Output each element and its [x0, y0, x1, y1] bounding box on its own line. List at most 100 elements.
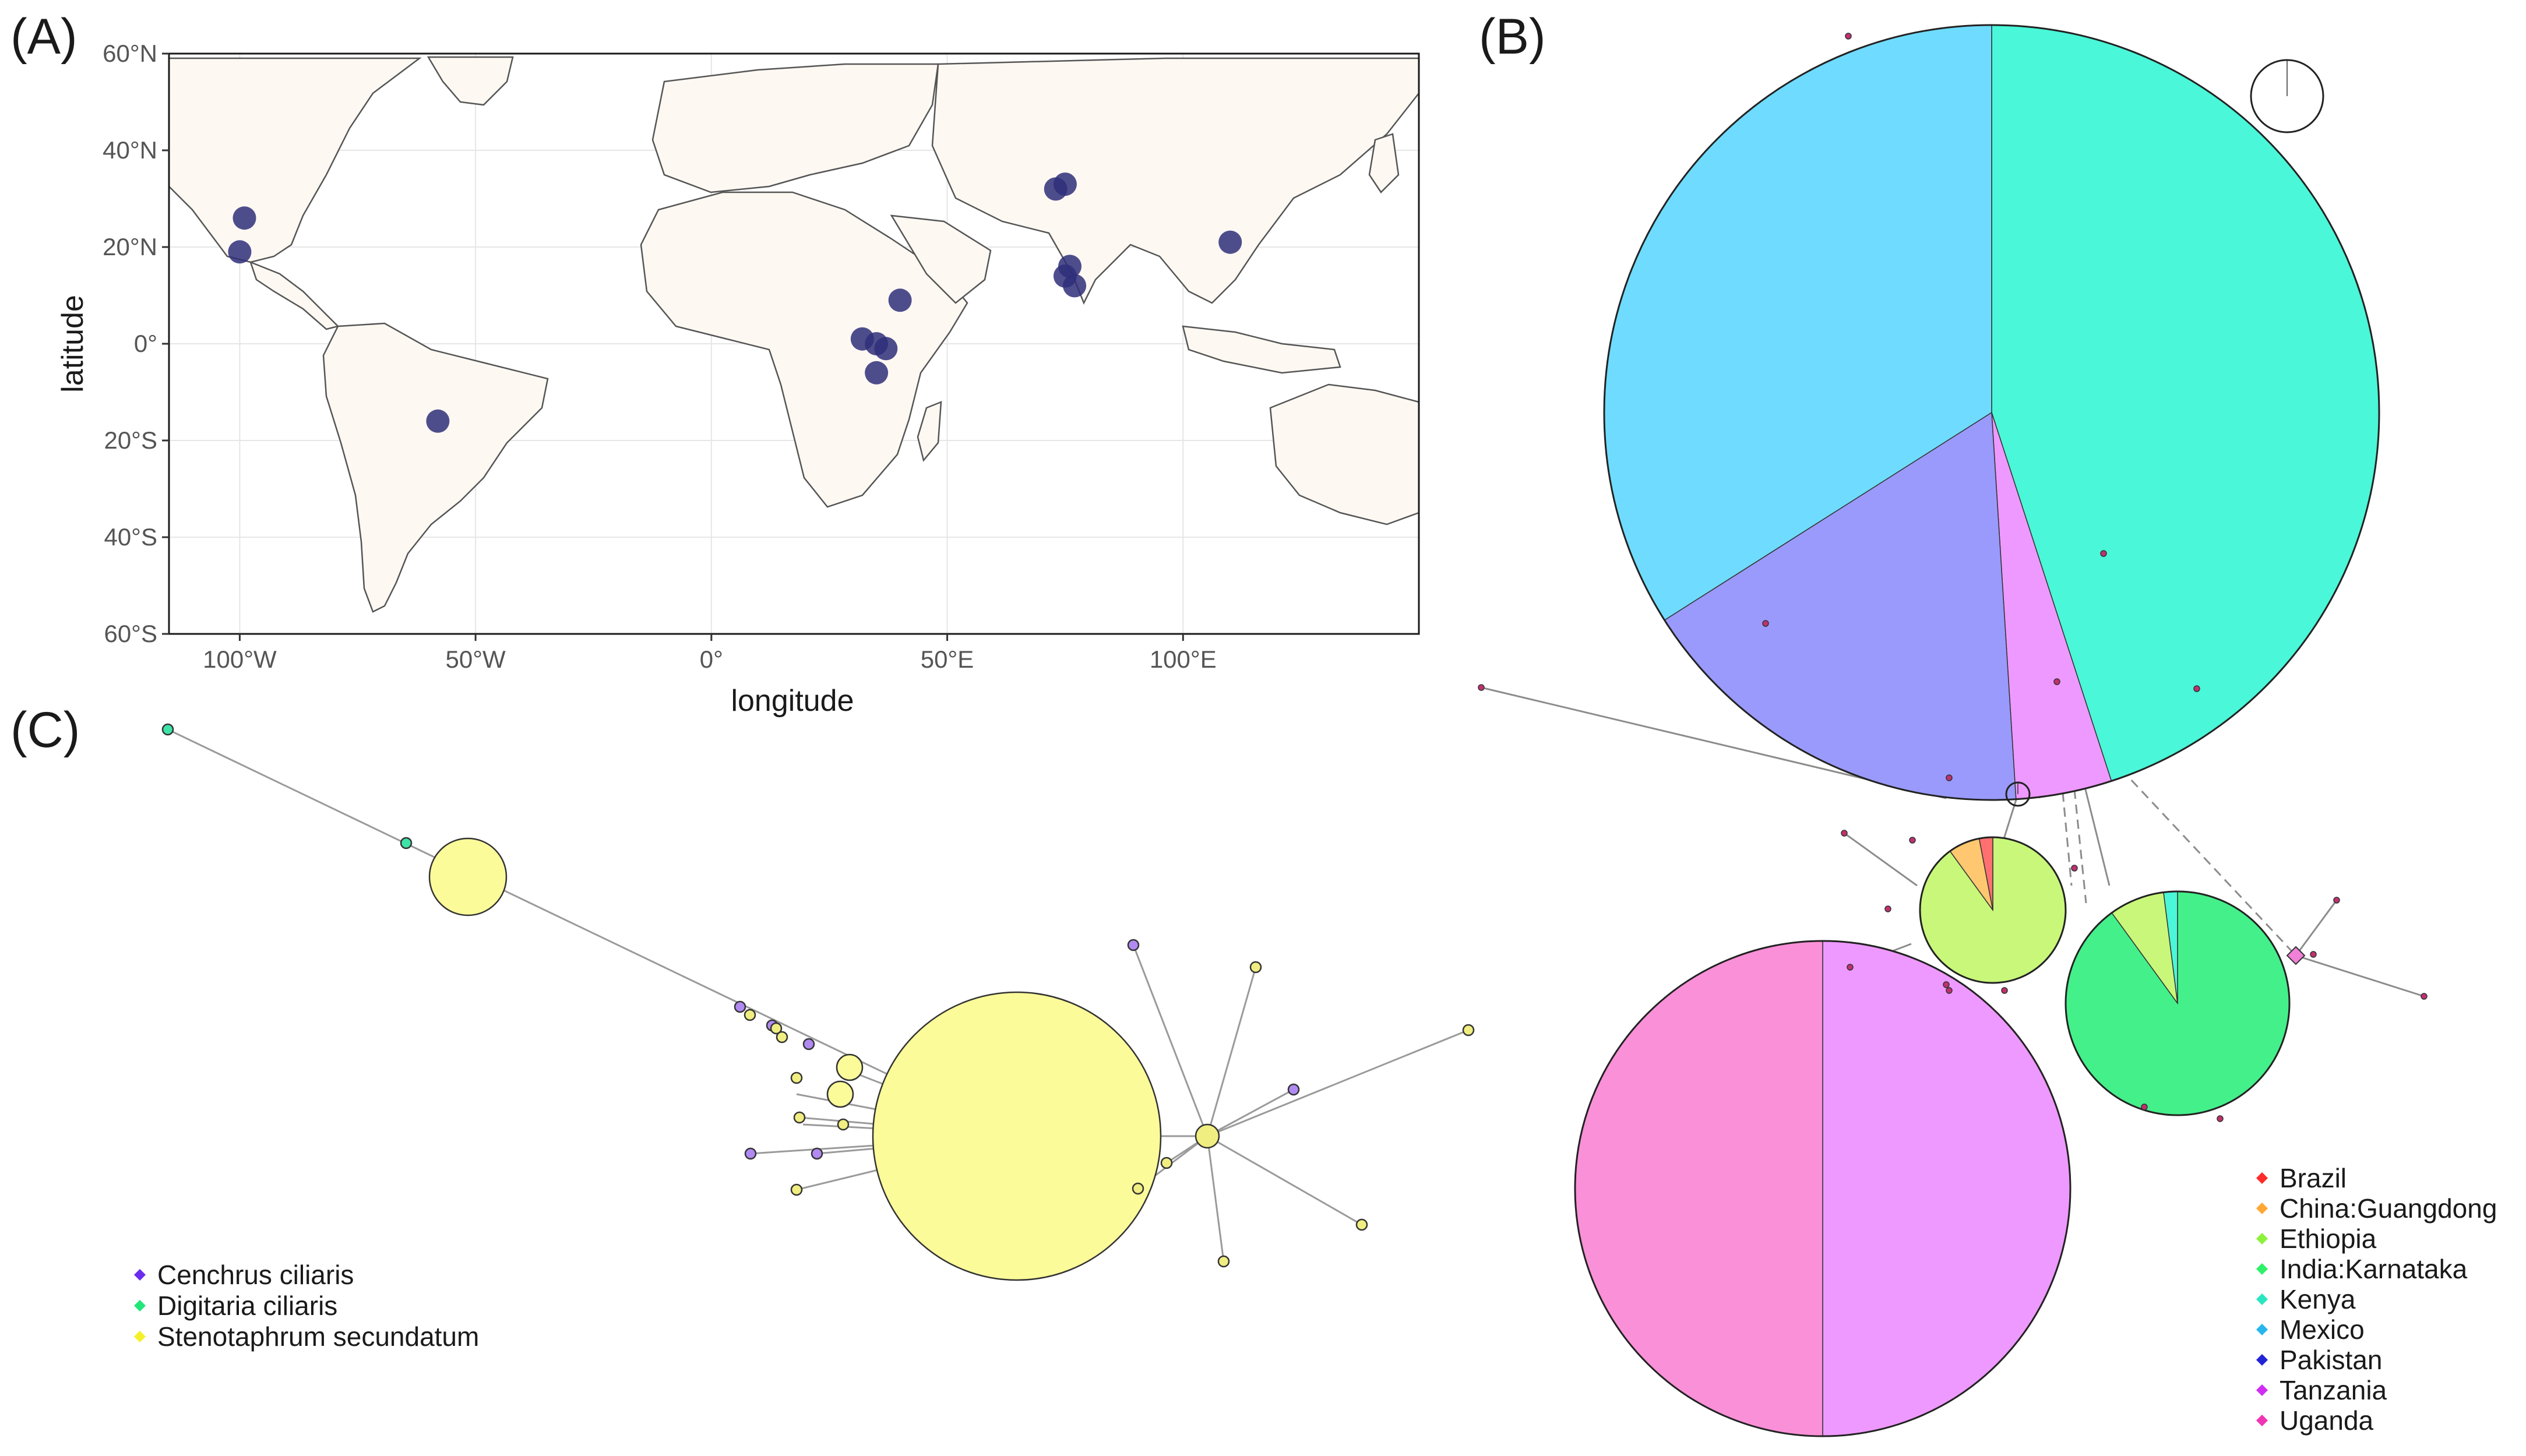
- haplotype-pie-largest: [1603, 24, 2380, 801]
- pie-slice: [1822, 940, 2071, 1437]
- map-axes: 100°W 50°W 0° 50°E 100°E 60°N 40°N 20°N 0° 20°S 40…: [103, 40, 1217, 673]
- network-edge: [1207, 1088, 1294, 1137]
- map-points: [228, 172, 1242, 433]
- map-y-tick-label: 20°S: [104, 426, 157, 454]
- north-america-land: [168, 57, 422, 263]
- sample-site-point: [1218, 230, 1242, 254]
- haplotype-node: [1287, 1083, 1300, 1096]
- network-edge: [2295, 954, 2425, 997]
- map-x-axis-title: longitude: [731, 684, 854, 718]
- legend-swatch: [2256, 1354, 2268, 1366]
- europe-land: [651, 63, 939, 193]
- haplotype-node: [1217, 1255, 1230, 1268]
- haplotype-pie-tiny: [2250, 59, 2324, 133]
- map-panel: 100°W 50°W 0° 50°E 100°E 60°N 40°N 20°N 0° 20°S 40…: [56, 40, 1420, 718]
- pie-slice: [1574, 940, 1823, 1437]
- haplotype-pie-minimal: [2005, 781, 2031, 807]
- haplotype-pie-medium: [2065, 890, 2291, 1116]
- haplotype-node: [744, 1147, 757, 1160]
- map-y-axis-title: latitude: [56, 295, 90, 393]
- network-small-node: [2071, 865, 2078, 872]
- network-dashed-edge: [2062, 792, 2073, 886]
- network-edge: [1207, 1135, 1362, 1226]
- network-edge: [1206, 967, 1257, 1137]
- sample-site-point: [228, 240, 252, 264]
- network-small-node: [1946, 987, 1953, 994]
- pie-outline: [1574, 940, 2071, 1437]
- legend-swatch: [2256, 1233, 2268, 1245]
- sample-site-point: [232, 206, 256, 230]
- haplotype-node: [790, 1071, 803, 1084]
- network-small-node: [2421, 993, 2428, 1000]
- legend-swatch: [2256, 1384, 2268, 1396]
- pie-outline: [2065, 890, 2291, 1116]
- legend-label: Mexico: [2280, 1314, 2365, 1345]
- network-small-node: [1762, 620, 1769, 627]
- madagascar-land: [917, 401, 942, 462]
- indonesia-land: [1182, 325, 1341, 374]
- network-small-node: [1847, 964, 1854, 971]
- network-edge: [1844, 832, 1918, 887]
- network-small-node: [1943, 981, 1950, 988]
- map-y-tick-label: 60°N: [103, 40, 157, 67]
- legend-label: Kenya: [2280, 1284, 2356, 1314]
- haplotype-node-large: [872, 991, 1162, 1281]
- haplotype-node: [776, 1031, 788, 1043]
- network-c-nodes: [161, 723, 1475, 1281]
- map-y-tick-label: 60°S: [104, 620, 157, 647]
- network-small-node: [2217, 1115, 2224, 1122]
- sample-site-point: [1053, 172, 1077, 196]
- haplotype-node: [811, 1147, 823, 1160]
- network-small-node: [1478, 684, 1485, 691]
- haplotype-node: [836, 1053, 864, 1081]
- network-dashed-edge: [2120, 768, 2297, 957]
- network-b-small-nodes: [1478, 33, 2428, 1122]
- haplotype-node: [1249, 961, 1262, 974]
- network-b-dashed-edges: [2062, 768, 2297, 957]
- sample-site-point: [874, 337, 898, 361]
- sample-site-point: [888, 288, 912, 312]
- haplotype-node: [1132, 1182, 1144, 1195]
- central-america-land: [249, 260, 340, 330]
- sample-site-point: [426, 409, 450, 433]
- pie-outline: [2005, 781, 2031, 807]
- haplotype-node: [400, 837, 413, 849]
- network-edge: [2295, 900, 2338, 956]
- legend-label: India:Karnataka: [2280, 1254, 2468, 1284]
- network-edge: [1132, 944, 1209, 1137]
- australia-land: [1269, 383, 1420, 526]
- panel-label-b: (B): [1479, 9, 1546, 65]
- legend-swatch: [134, 1269, 146, 1281]
- pie-outline: [2250, 59, 2324, 133]
- haplotype-node: [1195, 1123, 1220, 1149]
- legend-label: Cenchrus ciliaris: [157, 1260, 354, 1290]
- haplotype-node: [793, 1111, 806, 1124]
- network-b: [1478, 24, 2428, 1437]
- haplotype-node: [1160, 1157, 1173, 1169]
- haplotype-node: [161, 723, 174, 736]
- network-small-node: [1909, 837, 1916, 844]
- haplotype-node: [826, 1080, 854, 1108]
- map-y-tick-label: 0°: [134, 330, 157, 357]
- network-small-node: [1884, 905, 1891, 912]
- haplotype-node: [1127, 939, 1140, 951]
- pie-outline: [1919, 836, 2067, 984]
- map-x-tick-label: 100°W: [203, 646, 277, 673]
- legend-swatch: [2256, 1324, 2268, 1335]
- legend-label: Tanzania: [2280, 1375, 2387, 1405]
- legend-swatch: [2256, 1293, 2268, 1305]
- network-small-node: [1841, 830, 1848, 837]
- japan-land: [1368, 133, 1400, 193]
- network-small-node: [2053, 678, 2060, 685]
- legend-label: Stenotaphrum secundatum: [157, 1321, 479, 1352]
- legend-label: China:Guangdong: [2280, 1193, 2497, 1224]
- haplotype-node: [837, 1118, 850, 1131]
- map-x-tick-label: 0°: [700, 646, 723, 673]
- africa-land: [640, 191, 968, 508]
- haplotype-node: [1462, 1024, 1475, 1037]
- haplotype-node: [790, 1183, 803, 1196]
- haplotype-pie-small: [1919, 836, 2067, 984]
- network-small-node: [2100, 550, 2107, 557]
